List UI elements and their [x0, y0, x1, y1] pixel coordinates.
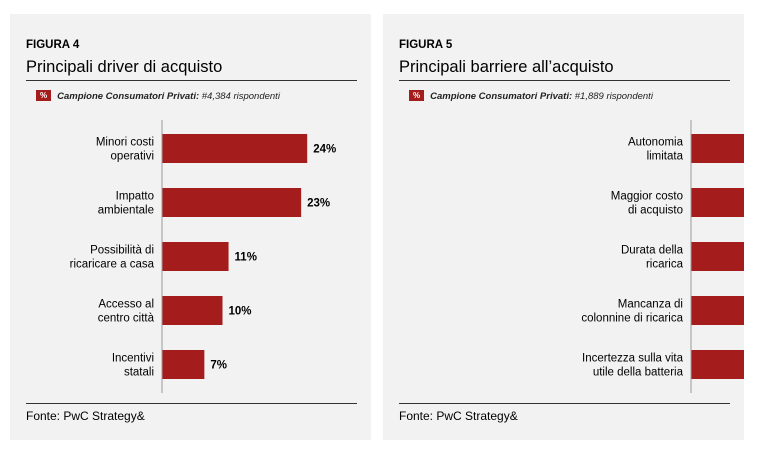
category-label-4-line-1: Mancanza di [618, 299, 683, 311]
bar-1 [691, 134, 744, 163]
figure-title: Principali barriere all’acquisto [399, 58, 614, 76]
category-label-5-line-1: Incentivi [112, 353, 154, 365]
category-label-3-line-1: Possibilità di [90, 245, 154, 257]
category-label-1-line-2: operativi [111, 151, 154, 163]
sample-label: Campione Consumatori Privati: [57, 91, 200, 102]
bar-4 [691, 296, 744, 325]
figure-label: FIGURA 4 [26, 39, 80, 51]
bar-5 [162, 350, 205, 379]
source-note: Fonte: PwC Strategy& [399, 409, 518, 423]
title-divider [26, 80, 357, 81]
value-label-3: 11% [235, 252, 257, 264]
bar-5 [691, 350, 744, 379]
category-label-5-line-1: Incertezza sulla vita [582, 353, 684, 365]
bottom-divider [26, 403, 357, 404]
bar-3 [162, 242, 229, 271]
sample-note: % Campione Consumatori Privati: #1,889 ri… [409, 90, 653, 102]
bar-3 [691, 242, 744, 271]
bar-2 [691, 188, 744, 217]
value-label-5: 7% [210, 360, 227, 372]
bar-2 [162, 188, 302, 217]
category-label-3-line-1: Durata della [621, 245, 684, 257]
category-label-3-line-2: ricarica [646, 259, 684, 271]
bar-1 [162, 134, 308, 163]
sample-label: Campione Consumatori Privati: [430, 91, 573, 102]
source-note: Fonte: PwC Strategy& [26, 409, 145, 423]
category-label-5-line-2: utile della batteria [593, 367, 684, 379]
category-label-1-line-1: Autonomia [628, 137, 684, 149]
sample-value: #4,384 rispondenti [201, 91, 280, 102]
category-label-1-line-1: Minori costi [96, 137, 154, 149]
bottom-divider [399, 403, 730, 404]
category-label-3-line-2: ricaricare a casa [70, 259, 155, 271]
figure-4-panel: FIGURA 4 Principali driver di acquisto %… [10, 14, 371, 440]
title-divider [399, 80, 730, 81]
category-label-2-line-1: Impatto [116, 191, 154, 203]
figure-5-panel: FIGURA 5 Principali barriere all’acquist… [383, 14, 744, 440]
category-label-5-line-2: statali [124, 367, 154, 379]
percent-badge: % [409, 90, 425, 101]
sample-note: % Campione Consumatori Privati: #4,384 ri… [36, 90, 280, 102]
percent-badge: % [36, 90, 52, 101]
bar-chart-drivers: 24% Minori costi operativi 23% Impatto ambien… [70, 120, 336, 393]
sample-value: #1,889 rispondenti [574, 91, 653, 102]
category-label-2-line-2: ambientale [98, 205, 154, 217]
value-label-1: 24% [313, 144, 336, 156]
category-label-4-line-2: centro città [98, 313, 155, 325]
category-label-4-line-2: colonnine di ricarica [581, 313, 683, 325]
value-label-4: 10% [229, 306, 252, 318]
bar-4 [162, 296, 223, 325]
category-label-2-line-1: Maggior costo [611, 191, 683, 203]
category-label-2-line-2: di acquisto [628, 205, 683, 217]
value-label-2: 23% [307, 198, 330, 210]
figure-label: FIGURA 5 [399, 39, 453, 51]
category-label-4-line-1: Accesso al [98, 299, 154, 311]
figure-title: Principali driver di acquisto [26, 58, 223, 76]
category-label-1-line-2: limitata [647, 151, 684, 163]
